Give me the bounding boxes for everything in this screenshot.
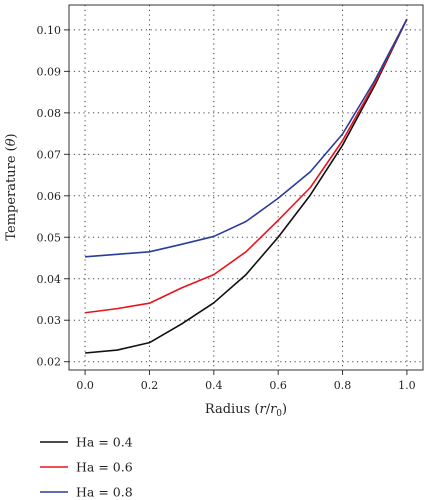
legend-label-3: Ha = 0.8 bbox=[76, 485, 133, 500]
legend: Ha = 0.4 Ha = 0.6 Ha = 0.8 bbox=[40, 435, 133, 500]
y-tick-label: 0.07 bbox=[37, 148, 62, 161]
series-line-3 bbox=[85, 18, 408, 258]
y-axis-label: Temperature (θ) bbox=[4, 133, 19, 240]
x-tick-label: 0.0 bbox=[76, 379, 94, 392]
legend-label-2: Ha = 0.6 bbox=[76, 460, 133, 475]
y-tick-label: 0.03 bbox=[37, 314, 62, 327]
series-line-1 bbox=[85, 18, 408, 354]
x-axis-label: Radius (r/r0) bbox=[205, 402, 287, 419]
series-line-2 bbox=[84, 18, 408, 314]
grid-layer bbox=[69, 5, 423, 370]
plot-frame bbox=[68, 4, 424, 371]
x-tick-label: 1.0 bbox=[398, 379, 416, 392]
y-tick-label: 0.06 bbox=[37, 190, 62, 203]
x-tick-label: 0.4 bbox=[205, 379, 223, 392]
y-tick-label: 0.09 bbox=[37, 65, 62, 78]
y-tick-label: 0.02 bbox=[37, 356, 62, 369]
y-tick-label: 0.10 bbox=[37, 24, 62, 37]
x-tick-label: 0.2 bbox=[141, 379, 159, 392]
legend-label-1: Ha = 0.4 bbox=[76, 435, 133, 450]
series-layer bbox=[84, 18, 408, 354]
y-tick-label: 0.08 bbox=[37, 107, 62, 120]
y-tick-label: 0.05 bbox=[37, 231, 62, 244]
x-tick-label: 0.8 bbox=[334, 379, 352, 392]
x-tick-label: 0.6 bbox=[269, 379, 287, 392]
tick-layer: 0.0 0.2 0.4 0.6 0.8 1.0 0.02 0.03 0.04 0.05 0.06 0.… bbox=[37, 24, 416, 392]
y-tick-label: 0.04 bbox=[37, 273, 62, 286]
